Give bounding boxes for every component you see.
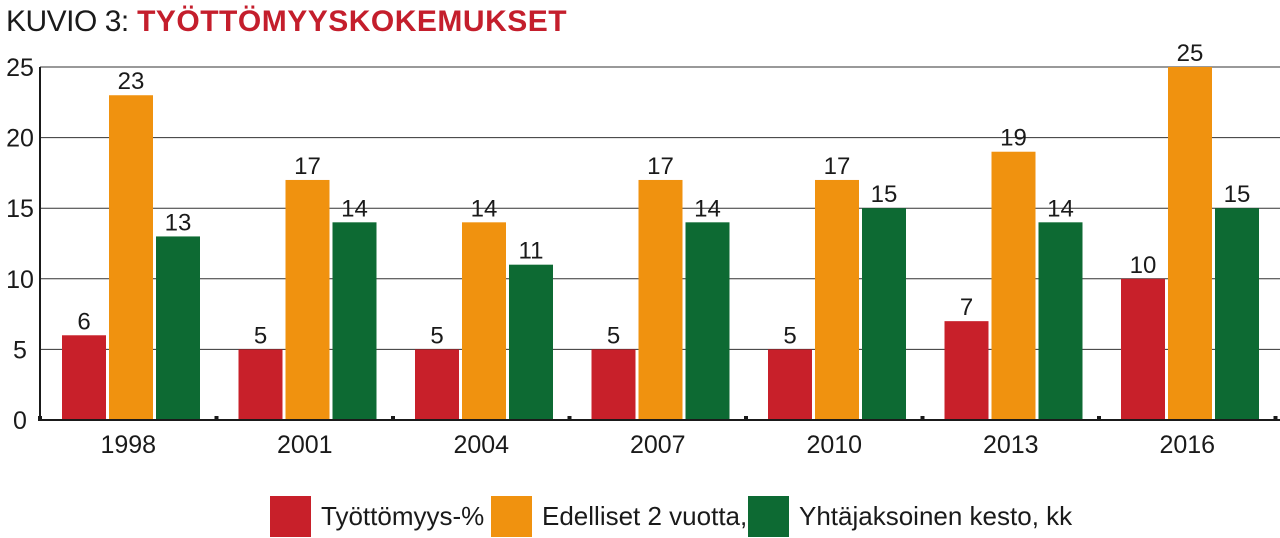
chart-legend: Työttömyys-% Edelliset 2 vuotta, % Yhtäjak…: [0, 494, 1280, 538]
legend-item: Työttömyys-%: [270, 494, 484, 538]
bar: [1168, 67, 1212, 420]
x-tick-label: 2007: [630, 431, 686, 459]
bar: [638, 179, 683, 420]
legend-label: Yhtäjaksoinen kesto, kk: [799, 500, 1073, 531]
legend-swatch: [748, 495, 789, 537]
data-label: 5: [254, 322, 267, 349]
y-tick-label: 0: [13, 407, 27, 435]
bar: [1038, 222, 1083, 420]
chart-title-prefix: KUVIO 3:: [6, 5, 129, 38]
bar: [991, 151, 1036, 420]
data-label: 10: [1130, 252, 1157, 279]
bar: [462, 222, 506, 420]
bar: [509, 264, 553, 420]
bar: [591, 349, 636, 420]
data-label: 14: [341, 195, 368, 222]
bar: [109, 95, 153, 421]
x-tick-label: 2001: [277, 431, 333, 459]
legend-label: Työttömyys-%: [321, 500, 485, 531]
data-label: 11: [519, 238, 544, 265]
bar: [62, 335, 106, 420]
bar: [815, 179, 859, 420]
legend-swatch: [270, 495, 311, 537]
x-tick-label: 2010: [806, 431, 862, 459]
bar: [862, 208, 906, 420]
x-tick-label: 2016: [1159, 431, 1215, 459]
data-label: 17: [294, 153, 321, 180]
bar: [685, 222, 730, 420]
data-label: 7: [960, 294, 973, 321]
bar: [156, 236, 200, 420]
bar: [1121, 278, 1165, 420]
legend-label: Edelliset 2 vuotta, %: [542, 500, 778, 531]
data-label: 6: [77, 308, 90, 335]
bar: [332, 222, 377, 420]
bar: [944, 321, 989, 420]
y-tick-label: 20: [6, 125, 34, 153]
x-tick-label: 1998: [100, 431, 156, 459]
legend-item: Yhtäjaksoinen kesto, kk: [748, 494, 1072, 538]
data-label: 14: [471, 195, 498, 222]
bar: [1215, 208, 1259, 420]
y-tick-label: 25: [6, 54, 34, 82]
x-tick-label: 2013: [983, 431, 1039, 459]
data-label: 5: [783, 322, 796, 349]
data-label: 25: [1177, 40, 1204, 67]
x-tick-label: 2004: [453, 431, 509, 459]
bar: [415, 349, 459, 420]
y-tick-label: 15: [6, 195, 34, 223]
y-tick-label: 10: [6, 266, 34, 294]
data-label: 14: [694, 195, 721, 222]
bar: [238, 349, 283, 420]
bar: [768, 349, 812, 420]
data-label: 15: [1224, 181, 1251, 208]
data-label: 14: [1047, 195, 1074, 222]
bar: [285, 179, 330, 420]
chart-title: KUVIO 3: TYÖTTÖMYYSKOKEMUKSET: [6, 2, 567, 42]
bar-chart: 0 5 10 15 20 25 6 23 13 1998 5 17 14 2001 5 14 11 2004 5 17…: [6, 40, 1280, 459]
data-label: 5: [607, 322, 620, 349]
data-label: 17: [824, 153, 851, 180]
legend-item: Edelliset 2 vuotta, %: [491, 494, 778, 538]
y-tick-label: 5: [13, 336, 27, 364]
data-label: 23: [118, 68, 145, 95]
data-label: 13: [165, 209, 192, 236]
data-label: 17: [647, 153, 674, 180]
data-label: 5: [430, 322, 443, 349]
data-label: 15: [871, 181, 898, 208]
data-label: 19: [1000, 125, 1027, 152]
legend-swatch: [491, 495, 532, 537]
chart-title-main: TYÖTTÖMYYSKOKEMUKSET: [137, 5, 568, 38]
